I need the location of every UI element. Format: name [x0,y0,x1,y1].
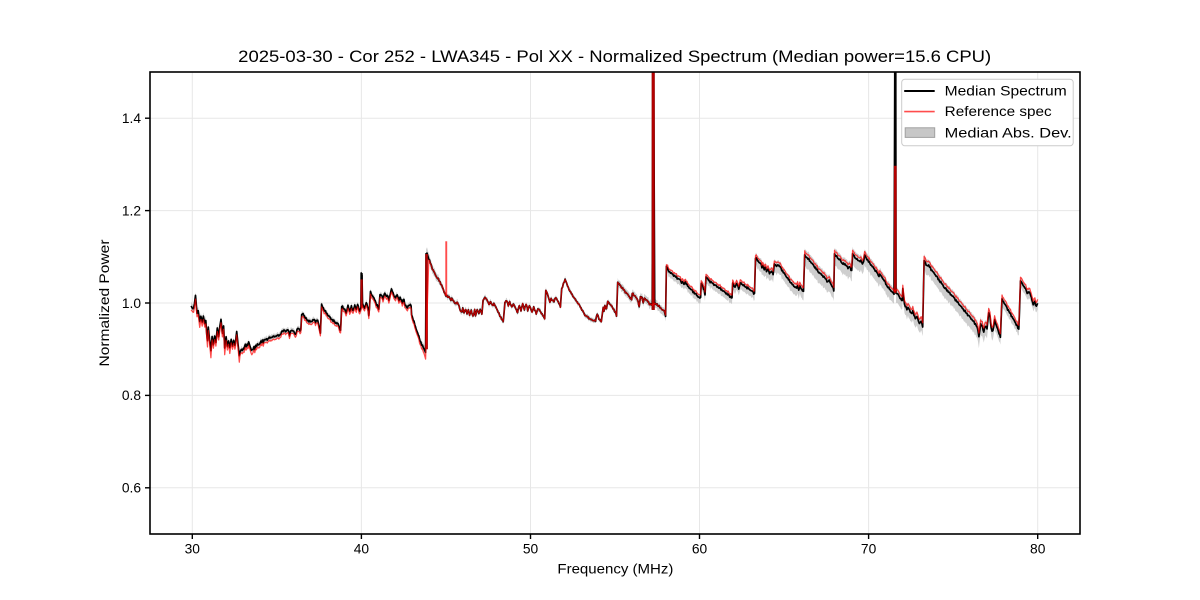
svg-text:40: 40 [354,542,370,557]
svg-text:Frequency (MHz): Frequency (MHz) [557,562,673,577]
svg-text:Reference spec: Reference spec [945,104,1052,119]
svg-text:50: 50 [523,542,539,557]
svg-text:1.0: 1.0 [122,296,142,311]
svg-text:30: 30 [185,542,201,557]
svg-text:70: 70 [861,542,877,557]
svg-text:0.6: 0.6 [122,481,142,496]
svg-text:60: 60 [692,542,708,557]
svg-text:2025-03-30 - Cor 252 - LWA345: 2025-03-30 - Cor 252 - LWA345 - Pol XX -… [238,47,991,66]
svg-text:Normalized Power: Normalized Power [97,239,112,366]
svg-text:0.8: 0.8 [122,388,142,403]
svg-text:Median Spectrum: Median Spectrum [945,84,1067,99]
svg-text:80: 80 [1030,542,1046,557]
svg-text:1.2: 1.2 [122,203,141,218]
svg-text:Median Abs. Dev.: Median Abs. Dev. [945,125,1072,140]
svg-text:1.4: 1.4 [122,111,142,126]
